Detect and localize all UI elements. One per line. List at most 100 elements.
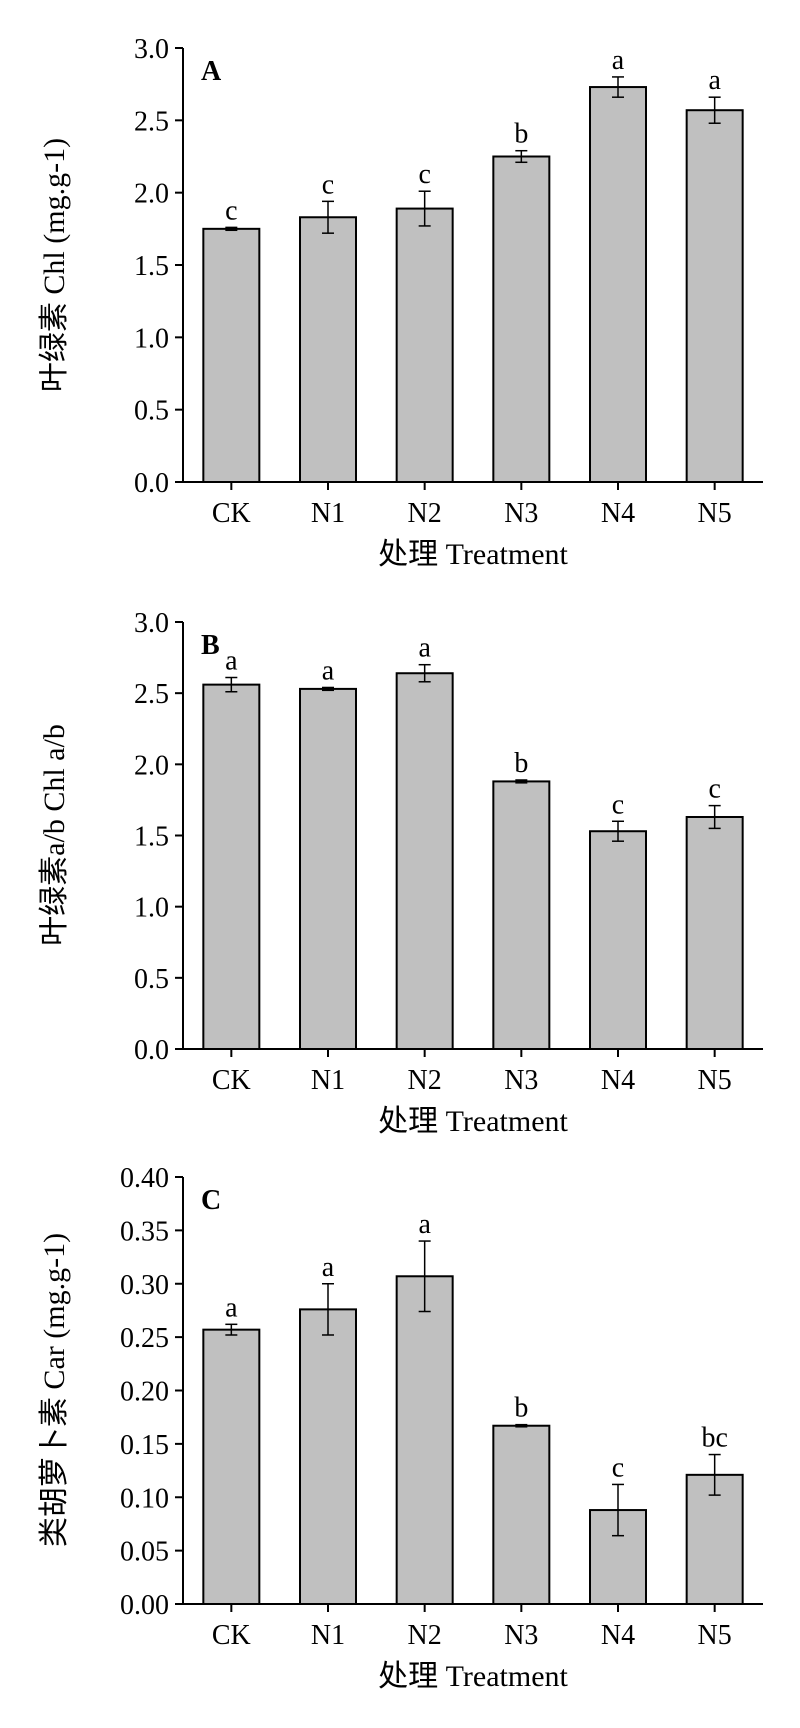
error-bar-n4 xyxy=(612,820,624,842)
bar-n3 xyxy=(492,1424,551,1606)
x-tick-label: CK xyxy=(212,1065,251,1096)
error-bar-n2 xyxy=(418,190,431,227)
significance-label: a xyxy=(612,45,625,76)
bar-n4 xyxy=(589,86,647,483)
x-tick-label: CK xyxy=(212,1620,251,1651)
error-bar-n3 xyxy=(515,1423,528,1428)
error-bar-ck xyxy=(225,226,238,232)
significance-label: b xyxy=(514,748,528,779)
error-bar-n4 xyxy=(612,76,624,98)
bar-n2 xyxy=(395,672,454,1050)
y-tick-label: 2.5 xyxy=(134,679,169,710)
x-tick-label: N2 xyxy=(408,1620,442,1651)
y-tick-label: 0.20 xyxy=(120,1377,169,1408)
y-tick-label: 0.00 xyxy=(120,1590,169,1621)
significance-label: a xyxy=(322,1252,335,1283)
error-bar-n1 xyxy=(322,1283,334,1336)
y-tick-label: 1.5 xyxy=(134,822,169,853)
x-tick-label: N4 xyxy=(601,498,635,529)
x-tick-label: N1 xyxy=(311,1065,345,1096)
bar-ck xyxy=(202,1328,261,1605)
bar-n4 xyxy=(589,830,647,1050)
chart-panel-a: c CK c N1 c N2 b N3 a N4 a N5 0.0 0.5 1.0 1.5 2.0 2.5 3.0 A… xyxy=(38,34,763,571)
y-tick-label: 0.30 xyxy=(120,1270,169,1301)
significance-label: c xyxy=(225,195,237,226)
x-tick-label: N5 xyxy=(698,498,732,529)
significance-label: a xyxy=(418,633,431,664)
y-tick-label: 1.0 xyxy=(134,893,169,924)
bar-n5 xyxy=(685,1473,744,1606)
error-bar-n5 xyxy=(708,96,721,124)
y-tick-label: 0.05 xyxy=(120,1537,169,1568)
y-axis-title: 叶绿素a/b Chl a/b xyxy=(38,724,71,946)
y-tick-label: 3.0 xyxy=(134,34,169,65)
bar-n2 xyxy=(395,1275,454,1605)
error-bar-n4 xyxy=(612,1483,624,1537)
bar-n3 xyxy=(492,155,551,483)
significance-label: a xyxy=(708,65,721,96)
significance-label: a xyxy=(418,1209,431,1240)
x-tick-label: N4 xyxy=(601,1065,635,1096)
panel-label: C xyxy=(201,1185,221,1216)
error-bar-n5 xyxy=(708,1453,721,1496)
x-tick-label: N5 xyxy=(698,1065,732,1096)
error-bar-n2 xyxy=(418,1240,431,1313)
y-tick-label: 0.10 xyxy=(120,1483,169,1514)
x-tick-label: N1 xyxy=(311,1620,345,1651)
bar-n1 xyxy=(299,1308,357,1605)
x-tick-label: N2 xyxy=(408,498,442,529)
x-axis-title: 处理 Treatment xyxy=(378,1660,568,1693)
y-tick-label: 0.0 xyxy=(134,1035,169,1066)
bar-n3 xyxy=(492,780,551,1050)
x-tick-label: CK xyxy=(212,498,251,529)
y-tick-label: 0.15 xyxy=(120,1430,169,1461)
y-tick-label: 2.5 xyxy=(134,106,169,137)
panel-label: A xyxy=(201,56,222,87)
y-tick-label: 1.5 xyxy=(134,251,169,282)
bar-n2 xyxy=(395,207,454,484)
bar-n5 xyxy=(685,815,744,1050)
y-tick-label: 1.0 xyxy=(134,323,169,354)
error-bar-n1 xyxy=(322,200,334,234)
error-bar-n3 xyxy=(515,149,528,164)
significance-label: b xyxy=(514,119,528,150)
significance-label: a xyxy=(225,1292,238,1323)
y-tick-label: 0.5 xyxy=(134,396,169,427)
significance-label: c xyxy=(612,1452,624,1483)
panel-label: B xyxy=(201,630,220,661)
significance-label: c xyxy=(612,789,624,820)
x-tick-label: N3 xyxy=(504,498,538,529)
error-bar-n1 xyxy=(322,686,334,692)
bar-n5 xyxy=(685,109,744,483)
chart-panel-c: a CK a N1 a N2 b N3 c N4 bc N5 0.00 0.05 0.10 0.15 0.20 0… xyxy=(38,1163,763,1693)
significance-label: c xyxy=(322,169,334,200)
error-bar-ck xyxy=(225,676,238,693)
y-tick-label: 3.0 xyxy=(134,608,169,639)
significance-label: c xyxy=(708,774,720,805)
bar-ck xyxy=(202,683,261,1050)
bar-n1 xyxy=(299,216,357,483)
bar-ck xyxy=(202,227,261,483)
x-tick-label: N2 xyxy=(408,1065,442,1096)
x-tick-label: N5 xyxy=(698,1620,732,1651)
x-tick-label: N4 xyxy=(601,1620,635,1651)
chart-panel-b: a CK a N1 a N2 b N3 c N4 c N5 0.0 0.5 1.0 1.5 2.0 2.5 3.0 B… xyxy=(38,608,763,1138)
significance-label: bc xyxy=(701,1423,727,1454)
y-tick-label: 0.0 xyxy=(134,468,169,499)
significance-label: a xyxy=(225,646,238,677)
y-axis-title: 叶绿素 Chl (mg.g-1) xyxy=(38,138,71,392)
significance-label: b xyxy=(514,1393,528,1424)
x-tick-label: N3 xyxy=(504,1620,538,1651)
y-tick-label: 0.25 xyxy=(120,1323,169,1354)
significance-label: c xyxy=(418,159,430,190)
error-bar-n5 xyxy=(708,804,721,830)
x-tick-label: N1 xyxy=(311,498,345,529)
y-axis-title: 类胡萝卜素 Car (mg.g-1) xyxy=(38,1233,71,1547)
error-bar-n2 xyxy=(418,663,431,683)
y-tick-label: 0.40 xyxy=(120,1163,169,1194)
y-tick-label: 2.0 xyxy=(134,179,169,210)
x-axis-title: 处理 Treatment xyxy=(378,1105,568,1138)
bar-n1 xyxy=(299,687,357,1050)
y-tick-label: 2.0 xyxy=(134,750,169,781)
